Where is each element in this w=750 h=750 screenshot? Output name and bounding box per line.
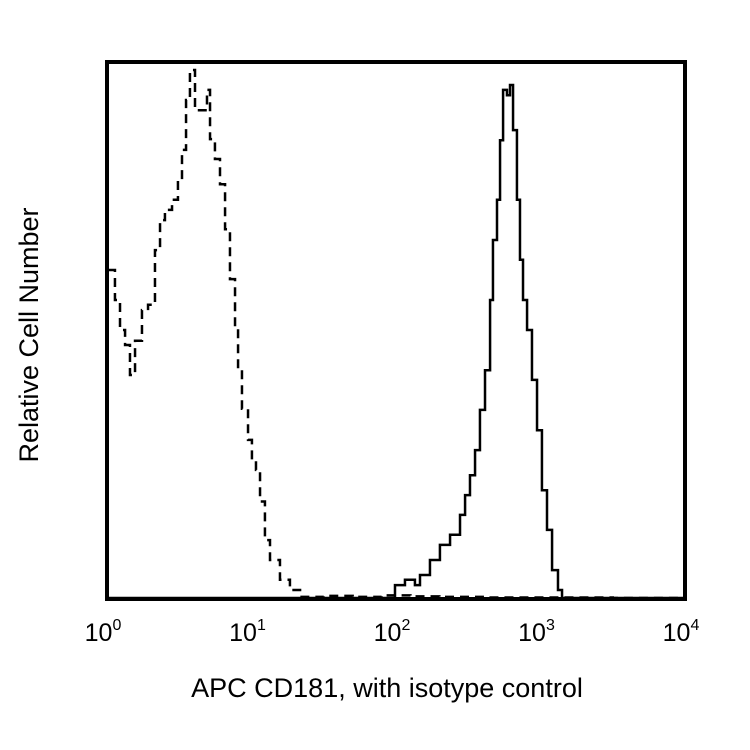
x-tick-label: 102	[374, 617, 411, 647]
x-tick-label: 104	[663, 617, 700, 647]
x-tick-label: 101	[229, 617, 266, 647]
x-tick-label: 103	[518, 617, 555, 647]
series-line-isotype-control	[108, 68, 685, 600]
y-axis-label: Relative Cell Number	[14, 207, 44, 462]
series-line-apc-cd181	[107, 83, 685, 600]
x-tick-labels: 100 101 102 103 104	[85, 617, 700, 647]
x-axis-label: APC CD181, with isotype control	[191, 673, 583, 703]
series-layer	[107, 68, 685, 600]
x-tick-label: 100	[85, 617, 122, 647]
plot-frame	[105, 60, 687, 601]
